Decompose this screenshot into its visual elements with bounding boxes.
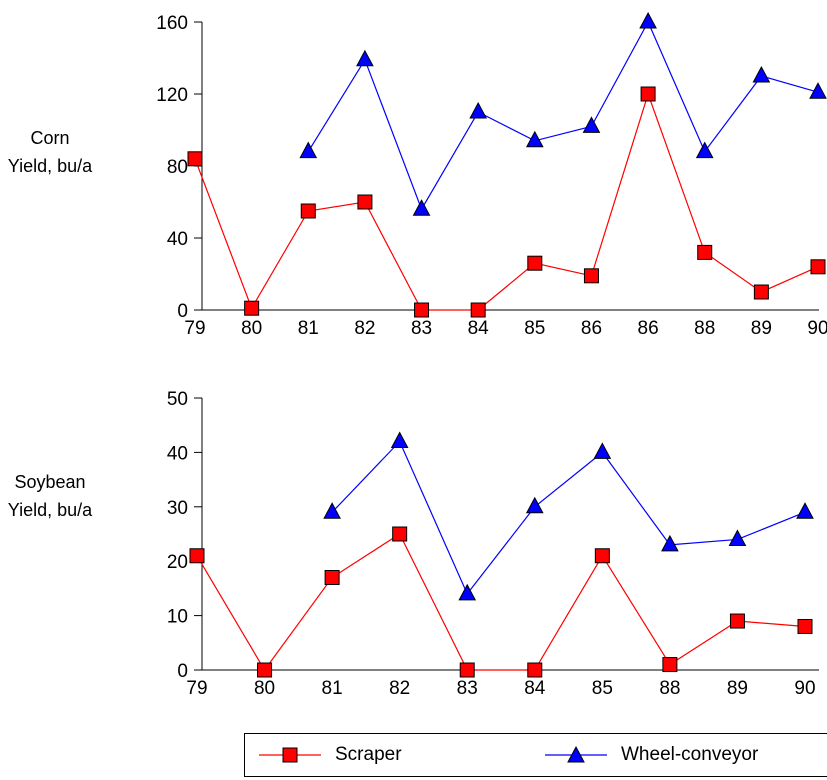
corn-wheel-conveyor-point (809, 82, 827, 99)
corn-scraper-point (414, 302, 430, 318)
soybean-wheel-conveyor-point (390, 431, 409, 449)
soybean-y-tick-label: 40 (167, 443, 188, 464)
corn-x-tick-label: 85 (524, 318, 545, 339)
soybean-scraper-point (392, 526, 408, 542)
corn-y-axis-label: Corn Yield, bu/a (0, 124, 100, 180)
corn-scraper-point (187, 151, 203, 167)
legend-item-wheel-conveyor: Wheel-conveyor (545, 734, 758, 776)
corn-scraper-point (697, 244, 713, 260)
corn-x-tick-label: 90 (807, 318, 827, 339)
soybean-x-tick-label: 81 (322, 678, 343, 699)
soybean-y-axis-label-line-1: Soybean (14, 472, 86, 492)
corn-y-tick-label: 40 (167, 229, 188, 250)
corn-x-tick-label: 89 (751, 318, 772, 339)
corn-wheel-conveyor-point (299, 141, 318, 159)
corn-wheel-conveyor-point (525, 130, 544, 148)
corn-y-tick-label: 120 (156, 85, 188, 106)
soybean-wheel-conveyor-point (525, 496, 544, 514)
legend-scraper-label: Scraper (335, 744, 402, 765)
soybean-y-axis-label-line-2: Yield, bu/a (7, 500, 93, 520)
soybean-x-tick-label: 79 (186, 678, 207, 699)
legend-wheel-conveyor-label: Wheel-conveyor (621, 744, 759, 765)
corn-scraper-point (527, 255, 543, 271)
soybean-x-tick-label: 89 (727, 678, 748, 699)
corn-yield-chart: 0 40 80 120 160 79 80 81 82 83 84 85 86 86 88 89 90 (156, 11, 827, 339)
soybean-x-tick-label: 90 (794, 678, 815, 699)
soybean-scraper-point (324, 570, 340, 586)
soybean-scraper-point (797, 618, 813, 634)
soybean-x-tick-label: 80 (254, 678, 275, 699)
corn-y-tick-label: 0 (177, 301, 188, 322)
corn-scraper-point (810, 259, 826, 275)
corn-x-tick-label: 79 (184, 318, 205, 339)
corn-wheel-conveyor-point (695, 141, 714, 159)
soybean-scraper-point (189, 548, 205, 564)
corn-x-tick-label: 86 (638, 318, 659, 339)
soybean-scraper-point (257, 662, 273, 678)
corn-wheel-conveyor-point (752, 65, 771, 83)
soybean-y-tick-label: 0 (177, 661, 188, 682)
corn-wheel-conveyor-point (356, 49, 374, 67)
corn-scraper-point (470, 302, 486, 318)
soybean-y-tick-label: 10 (167, 607, 188, 628)
soybean-y-tick-label: 50 (167, 389, 188, 410)
corn-x-tick-label: 82 (354, 318, 375, 339)
corn-y-tick-label: 80 (167, 157, 188, 178)
soybean-x-tick-label: 84 (524, 678, 546, 699)
soybean-scraper-point (459, 662, 475, 678)
soybean-x-tick-label: 82 (389, 678, 410, 699)
corn-scraper-point (244, 300, 260, 316)
soybean-scraper-point (594, 548, 610, 564)
corn-scraper-point (357, 194, 373, 210)
corn-wheel-conveyor-point (412, 199, 431, 216)
soybean-scraper-point (729, 613, 745, 629)
soybean-wheel-conveyor-point (323, 502, 341, 519)
corn-x-tick-label: 88 (694, 318, 715, 339)
corn-x-tick-label: 80 (241, 318, 262, 339)
corn-y-tick-label: 160 (156, 13, 188, 34)
soybean-y-axis-label: Soybean Yield, bu/a (0, 468, 100, 524)
corn-x-tick-label: 84 (468, 318, 490, 339)
corn-wheel-conveyor-line (307, 20, 819, 211)
soybean-y-tick-label: 20 (167, 552, 188, 573)
legend-wheel-conveyor-swatch (545, 745, 607, 763)
corn-scraper-point (583, 268, 599, 284)
corn-scraper-line (194, 92, 819, 311)
soybean-wheel-conveyor-line (331, 440, 806, 596)
corn-y-axis-label-line-2: Yield, bu/a (7, 156, 93, 176)
soybean-wheel-conveyor-point (728, 529, 747, 546)
corn-scraper-point (300, 203, 316, 219)
corn-wheel-conveyor-point (582, 116, 601, 133)
soybean-wheel-conveyor-point (458, 583, 477, 601)
legend-item-scraper: Scraper (259, 734, 402, 776)
corn-wheel-conveyor-point (469, 101, 488, 119)
soybean-wheel-conveyor-point (796, 502, 814, 519)
corn-y-axis-label-line-1: Corn (30, 128, 70, 148)
soybean-wheel-conveyor-point (661, 534, 679, 552)
corn-scraper-point (753, 284, 769, 300)
soybean-yield-chart: 0 10 20 30 40 50 79 80 81 82 83 84 85 88 89 90 (167, 389, 819, 699)
corn-scraper-point (640, 86, 656, 102)
soybean-scraper-point (527, 662, 543, 678)
soybean-x-tick-label: 83 (457, 678, 478, 699)
soybean-x-tick-label: 88 (659, 678, 680, 699)
corn-wheel-conveyor-point (639, 11, 657, 29)
soybean-scraper-line (196, 533, 806, 672)
corn-x-tick-label: 83 (411, 318, 432, 339)
legend-scraper-swatch (259, 747, 321, 763)
chart-legend: Scraper Wheel-conveyor (244, 733, 827, 777)
corn-x-tick-label: 86 (581, 318, 602, 339)
soybean-scraper-point (662, 657, 678, 673)
corn-x-tick-label: 81 (298, 318, 319, 339)
soybean-y-tick-label: 30 (167, 498, 188, 519)
soybean-x-tick-label: 85 (592, 678, 613, 699)
soybean-wheel-conveyor-point (593, 442, 612, 459)
